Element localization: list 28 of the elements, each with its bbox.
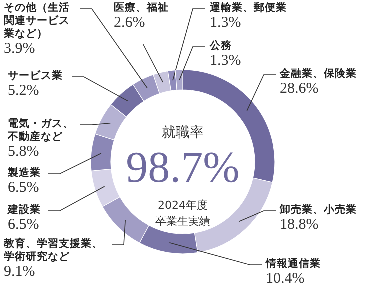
slice-label: 金融業、保険業 bbox=[280, 68, 358, 81]
data-label: 3.9% bbox=[4, 41, 36, 58]
data-label: 6.5% bbox=[8, 180, 40, 197]
data-label: 10.4% bbox=[266, 271, 306, 288]
text: 2024年度 bbox=[157, 198, 209, 213]
slice-label: 公務 bbox=[210, 40, 233, 53]
data-label: 9.1% bbox=[4, 264, 36, 281]
slice-label: サービス業 bbox=[8, 70, 64, 83]
text: 就職率 bbox=[161, 124, 205, 142]
text: 98.7% bbox=[125, 142, 241, 193]
data-label: 28.6% bbox=[280, 81, 320, 98]
slice-label: 卸売業、小売業 bbox=[280, 204, 358, 217]
slice-label: 教育、学習支援業、学術研究など bbox=[4, 238, 104, 264]
text: 卒業生実績 bbox=[154, 214, 212, 229]
data-label: 1.3% bbox=[210, 15, 242, 32]
slice-label: 医療、福祉 bbox=[114, 2, 170, 15]
data-label: 6.5% bbox=[8, 217, 40, 234]
data-label: 2.6% bbox=[114, 15, 146, 32]
slice-label: 運輸業、郵便業 bbox=[210, 2, 288, 15]
data-label: 5.2% bbox=[8, 83, 40, 100]
data-label: 5.8% bbox=[8, 144, 40, 161]
slice-label: 建設業 bbox=[8, 204, 42, 217]
slice-label: 電気・ガス、不動産など bbox=[8, 118, 75, 144]
slice-label: 製造業 bbox=[8, 167, 42, 180]
data-label: 18.8% bbox=[280, 217, 320, 234]
slice-label: 情報通信業 bbox=[266, 258, 322, 271]
slice-label: その他（生活関連サービス業など） bbox=[4, 2, 71, 41]
data-label: 1.3% bbox=[210, 53, 242, 70]
